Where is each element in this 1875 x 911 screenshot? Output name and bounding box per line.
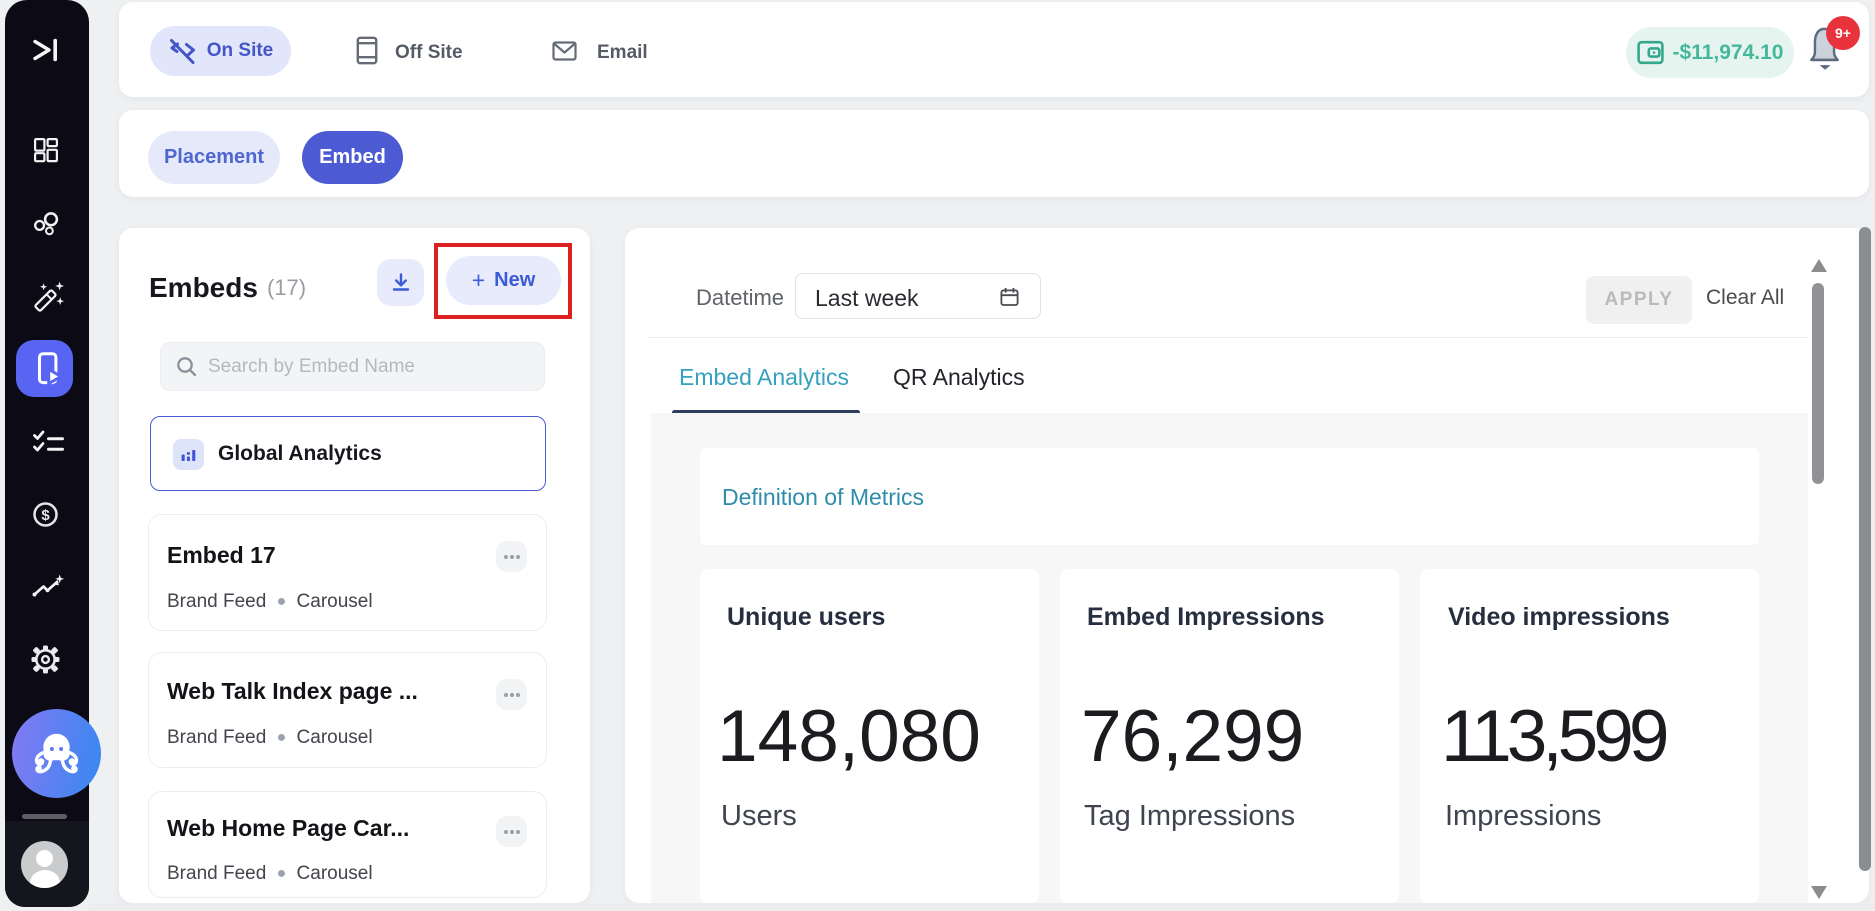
svg-text:$: $ <box>41 507 50 524</box>
